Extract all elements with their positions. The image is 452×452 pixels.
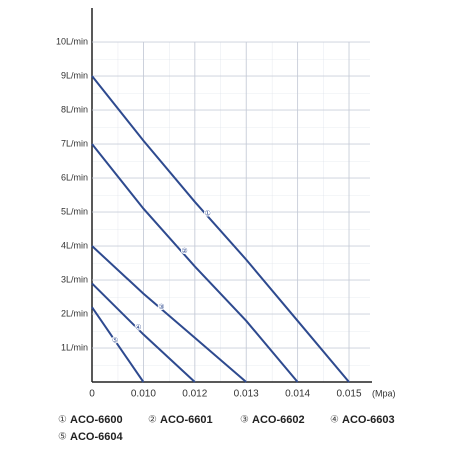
x-tick-label: 0.010 [131,389,156,400]
x-tick-label: 0.012 [182,389,207,400]
line-marker: ④ [135,324,141,332]
line-marker: ③ [158,303,164,311]
y-tick-label: 3L/min [61,274,88,284]
series-line [91,282,196,383]
legend-label: ACO-6603 [342,414,395,426]
legend-marker: ③ [240,415,249,426]
line-marker: ③ [158,303,164,311]
line-marker: ④ [135,324,141,332]
legend-label: ACO-6600 [70,414,123,426]
x-tick-label: 0.013 [234,389,259,400]
y-tick-label: 9L/min [61,70,88,80]
series-line [91,245,247,383]
legend-marker: ① [58,415,67,426]
y-tick-label: 7L/min [61,138,88,148]
y-tick-label: 5L/min [61,206,88,216]
x-axis-label: (Mpa) [372,388,396,398]
series-line [91,75,350,383]
legend-marker: ⑤ [58,432,67,443]
legend-label: ACO-6604 [70,431,123,443]
y-tick-label: 2L/min [61,308,88,318]
x-tick-label: 0.015 [336,389,361,400]
series-line [91,143,299,383]
y-tick-label: 6L/min [61,172,88,182]
x-tick-label: 0.014 [285,389,310,400]
legend-label: ACO-6601 [160,414,213,426]
series-line [91,306,145,383]
x-tick-label: 0 [89,389,95,400]
legend-marker: ② [148,415,157,426]
y-tick-label: 4L/min [61,240,88,250]
line-marker: ② [181,248,187,255]
y-tick-label: 8L/min [61,104,88,114]
line-marker: ① [205,210,211,218]
y-tick-label: 1L/min [61,342,88,352]
line-marker: ① [205,210,211,218]
y-tick-label: 10L/min [56,36,88,46]
line-marker: ② [181,248,187,255]
line-marker: ⑤ [112,337,118,345]
legend-label: ACO-6602 [252,414,305,426]
legend-marker: ④ [330,415,339,426]
line-marker: ⑤ [112,337,118,345]
